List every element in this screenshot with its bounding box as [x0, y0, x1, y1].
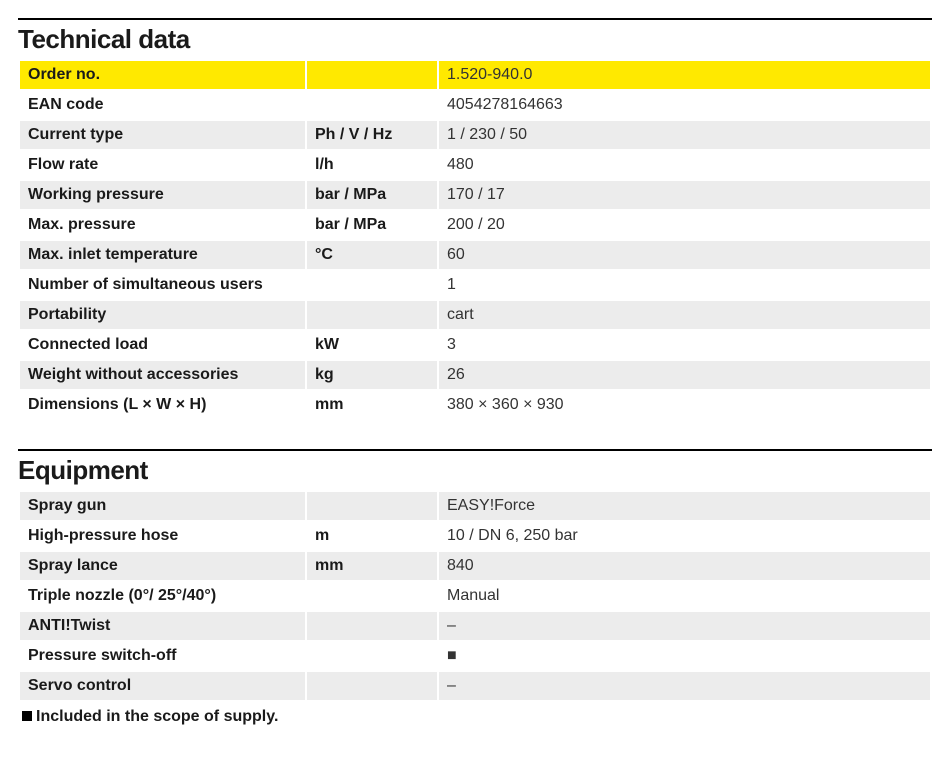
row-value: 840 [439, 552, 930, 580]
row-value: 3 [439, 331, 930, 359]
row-unit: bar / MPa [307, 211, 437, 239]
row-value: 4054278164663 [439, 91, 930, 119]
table-row: Dimensions (L × W × H)mm380 × 360 × 930 [20, 391, 930, 419]
row-unit: mm [307, 552, 437, 580]
row-label: Pressure switch-off [20, 642, 305, 670]
table-row: Portability cart [20, 301, 930, 329]
row-label: EAN code [20, 91, 305, 119]
table-row: Max. inlet temperature°C60 [20, 241, 930, 269]
table-row: Max. pressurebar / MPa200 / 20 [20, 211, 930, 239]
row-label: Spray gun [20, 492, 305, 520]
row-label: Max. inlet temperature [20, 241, 305, 269]
row-label: Weight without accessories [20, 361, 305, 389]
legend-text: Included in the scope of supply. [36, 708, 278, 725]
row-label: ANTI!Twist [20, 612, 305, 640]
row-value: – [439, 672, 930, 700]
row-value: cart [439, 301, 930, 329]
row-value: EASY!Force [439, 492, 930, 520]
row-value: 380 × 360 × 930 [439, 391, 930, 419]
row-label: Servo control [20, 672, 305, 700]
row-unit: mm [307, 391, 437, 419]
row-label: Working pressure [20, 181, 305, 209]
row-label: Spray lance [20, 552, 305, 580]
row-value: Manual [439, 582, 930, 610]
row-value: 480 [439, 151, 930, 179]
row-unit [307, 61, 437, 89]
section: Technical dataOrder no.1.520-940.0EAN co… [18, 18, 932, 421]
row-label: High-pressure hose [20, 522, 305, 550]
row-unit [307, 301, 437, 329]
row-value: 1 / 230 / 50 [439, 121, 930, 149]
row-label: Flow rate [20, 151, 305, 179]
row-unit: l/h [307, 151, 437, 179]
row-value: 1 [439, 271, 930, 299]
row-label: Dimensions (L × W × H) [20, 391, 305, 419]
row-value: 60 [439, 241, 930, 269]
row-unit [307, 91, 437, 119]
row-unit [307, 642, 437, 670]
table-row: Number of simultaneous users 1 [20, 271, 930, 299]
row-unit: Ph / V / Hz [307, 121, 437, 149]
row-unit [307, 672, 437, 700]
table-row: Current typePh / V / Hz1 / 230 / 50 [20, 121, 930, 149]
table-row: Triple nozzle (0°/ 25°/40°) Manual [20, 582, 930, 610]
table-row: Servo control – [20, 672, 930, 700]
row-unit: bar / MPa [307, 181, 437, 209]
row-label: Max. pressure [20, 211, 305, 239]
row-unit [307, 612, 437, 640]
table-row: Working pressurebar / MPa170 / 17 [20, 181, 930, 209]
row-unit: °C [307, 241, 437, 269]
table-row: Weight without accessorieskg26 [20, 361, 930, 389]
row-value: 26 [439, 361, 930, 389]
table-row: Order no. 1.520-940.0 [20, 61, 930, 89]
row-value: 200 / 20 [439, 211, 930, 239]
row-value: – [439, 612, 930, 640]
section-title: Equipment [18, 449, 932, 488]
table-row: Spray gun EASY!Force [20, 492, 930, 520]
table-row: High-pressure hosem10 / DN 6, 250 bar [20, 522, 930, 550]
section: EquipmentSpray gunEASY!ForceHigh-pressur… [18, 449, 932, 726]
row-unit: kW [307, 331, 437, 359]
table-row: Spray lancemm840 [20, 552, 930, 580]
row-label: Portability [20, 301, 305, 329]
table-row: ANTI!Twist – [20, 612, 930, 640]
table-row: Connected loadkW3 [20, 331, 930, 359]
row-unit [307, 582, 437, 610]
row-value: 170 / 17 [439, 181, 930, 209]
table-row: Pressure switch-off ■ [20, 642, 930, 670]
row-label: Number of simultaneous users [20, 271, 305, 299]
legend-square-icon [22, 711, 32, 721]
spec-table: Spray gunEASY!ForceHigh-pressure hosem10… [18, 490, 932, 702]
table-row: Flow ratel/h480 [20, 151, 930, 179]
row-label: Connected load [20, 331, 305, 359]
section-title: Technical data [18, 18, 932, 57]
row-unit: kg [307, 361, 437, 389]
spec-table: Order no. 1.520-940.0 EAN code 405427816466… [18, 59, 932, 421]
table-row: EAN code 4054278164663 [20, 91, 930, 119]
row-unit: m [307, 522, 437, 550]
row-value: 10 / DN 6, 250 bar [439, 522, 930, 550]
row-unit [307, 492, 437, 520]
row-unit [307, 271, 437, 299]
row-label: Current type [20, 121, 305, 149]
row-value: ■ [439, 642, 930, 670]
legend: Included in the scope of supply. [18, 702, 932, 726]
row-value: 1.520-940.0 [439, 61, 930, 89]
row-label: Triple nozzle (0°/ 25°/40°) [20, 582, 305, 610]
row-label: Order no. [20, 61, 305, 89]
